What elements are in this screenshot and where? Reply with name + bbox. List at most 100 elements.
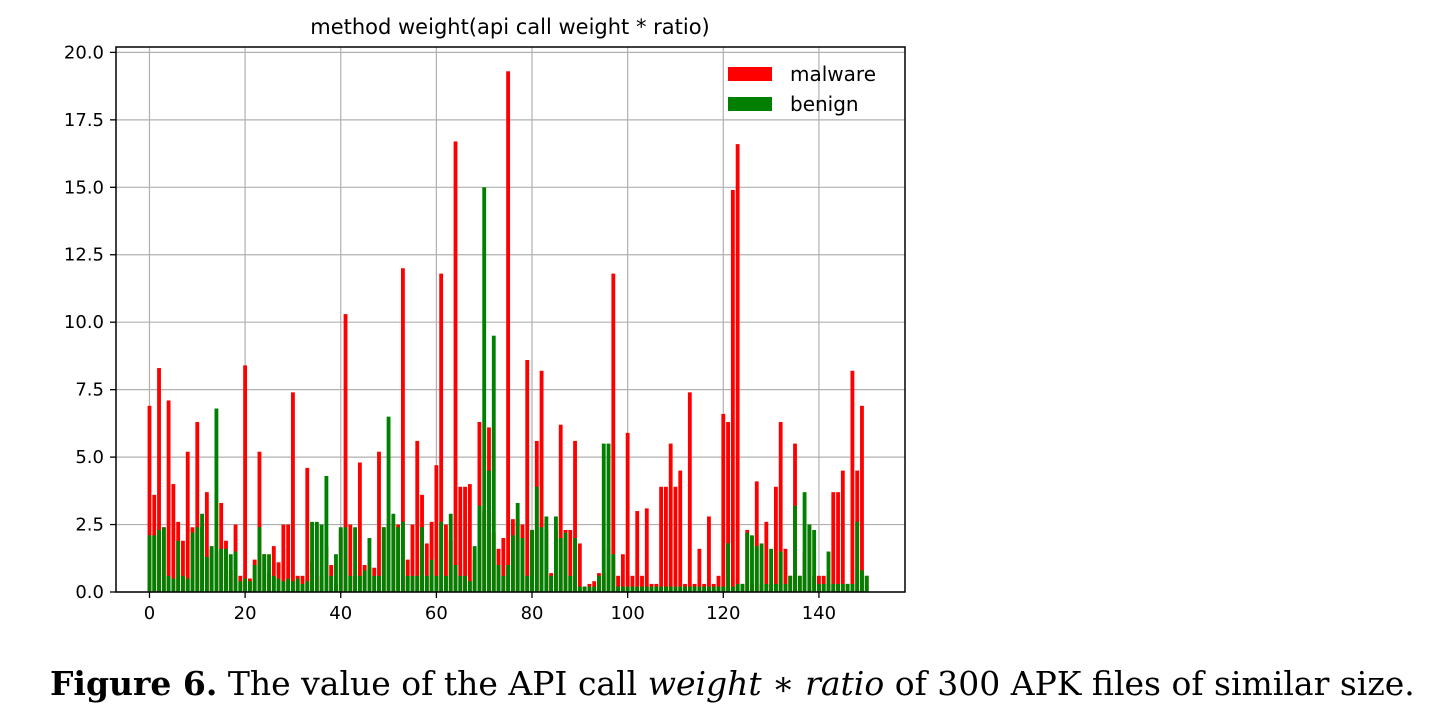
bar-benign [166, 575, 171, 592]
bar-malware [697, 548, 702, 592]
bar-benign [429, 559, 434, 592]
bar-benign [496, 565, 501, 592]
bar-benign [161, 527, 166, 592]
bar-benign [649, 586, 654, 592]
bar-benign [554, 516, 558, 592]
figure-caption: Figure 6. The value of the API call weig… [50, 664, 1440, 703]
bar-benign [362, 570, 367, 592]
bar-benign [247, 581, 252, 592]
bar-benign [515, 502, 520, 592]
bar-benign [573, 538, 577, 592]
bar-benign [616, 586, 621, 592]
bar-benign [228, 554, 233, 592]
bar-malware [568, 529, 573, 592]
bar-benign [338, 527, 343, 592]
bar-benign [348, 575, 353, 592]
bar-benign [491, 335, 496, 592]
bar-benign [434, 575, 439, 592]
bar-malware [458, 486, 463, 592]
bar-malware [821, 575, 826, 592]
bar-malware [640, 575, 644, 592]
bar-benign [745, 532, 750, 592]
bar-benign [563, 532, 568, 592]
bar-benign [405, 575, 410, 592]
bar-malware [783, 548, 788, 592]
bar-malware [444, 524, 448, 592]
bar-benign [420, 527, 424, 592]
x-tick-label: 100 [610, 603, 644, 624]
legend-swatch-malware [728, 67, 772, 81]
bar-malware [664, 486, 668, 592]
caption-formula: weight ∗ ratio [647, 664, 885, 703]
bar-malware [577, 543, 582, 592]
bar-benign [319, 524, 324, 592]
bar-benign [286, 578, 291, 592]
bar-benign [463, 575, 467, 592]
bar-benign [209, 546, 214, 592]
bar-benign [654, 586, 659, 592]
bar-benign [592, 586, 597, 592]
bar-benign [549, 575, 554, 592]
bar-benign [444, 575, 448, 592]
bar-benign [343, 527, 348, 592]
bar-malware [401, 268, 405, 592]
bar-benign [276, 578, 281, 592]
x-tick-label: 80 [521, 603, 544, 624]
y-tick-label: 15.0 [64, 177, 104, 198]
bar-benign [793, 505, 797, 592]
bar-malware [415, 440, 420, 592]
bar-benign [506, 565, 511, 592]
bar-benign [769, 548, 774, 592]
bar-benign [377, 575, 381, 592]
bar-benign [334, 554, 338, 592]
bar-malware [573, 440, 577, 592]
bar-benign [467, 581, 472, 592]
bar-benign [204, 556, 209, 592]
bar-malware [726, 422, 730, 592]
caption-text-after: of 300 APK files of similar size. [884, 664, 1415, 703]
legend: malware benign [728, 62, 876, 116]
bar-benign [185, 578, 190, 592]
bar-malware [219, 502, 224, 592]
bar-benign [797, 575, 802, 592]
bar-benign [697, 586, 702, 592]
bar-malware [467, 484, 472, 592]
bar-malware [831, 492, 836, 592]
bar-malware [453, 141, 458, 592]
bar-benign [754, 546, 759, 592]
bar-benign [831, 583, 836, 592]
bar-malware [305, 467, 310, 592]
bar-malware [439, 273, 444, 592]
x-tick-label: 140 [802, 603, 836, 624]
bar-benign [238, 581, 243, 592]
bar-malware [434, 465, 439, 592]
bar-benign [802, 492, 807, 592]
bar-benign [759, 543, 764, 592]
bar-benign [687, 586, 692, 592]
bar-malware [644, 508, 649, 592]
bar-benign [644, 586, 649, 592]
bar-malware [668, 443, 673, 592]
bar-benign [305, 581, 310, 592]
bar-benign [458, 575, 463, 592]
y-tick-label: 7.5 [75, 380, 104, 401]
bar-benign [291, 581, 295, 592]
bar-benign [702, 586, 707, 592]
bar-benign [482, 187, 487, 593]
bar-benign [171, 578, 176, 592]
bar-malware [286, 524, 291, 592]
bar-malware [357, 462, 362, 592]
bar-malware [291, 392, 295, 592]
bar-benign [477, 505, 482, 592]
x-tick-label: 60 [425, 603, 448, 624]
bar-malware [764, 521, 769, 592]
bar-benign [750, 535, 754, 592]
bar-benign [620, 586, 625, 592]
bar-malware [836, 492, 840, 592]
bar-malware [276, 562, 281, 592]
bar-benign [510, 535, 515, 592]
bar-benign [157, 529, 161, 592]
bar-malware [817, 575, 821, 592]
bar-benign [401, 521, 405, 592]
bar-benign [673, 586, 678, 592]
